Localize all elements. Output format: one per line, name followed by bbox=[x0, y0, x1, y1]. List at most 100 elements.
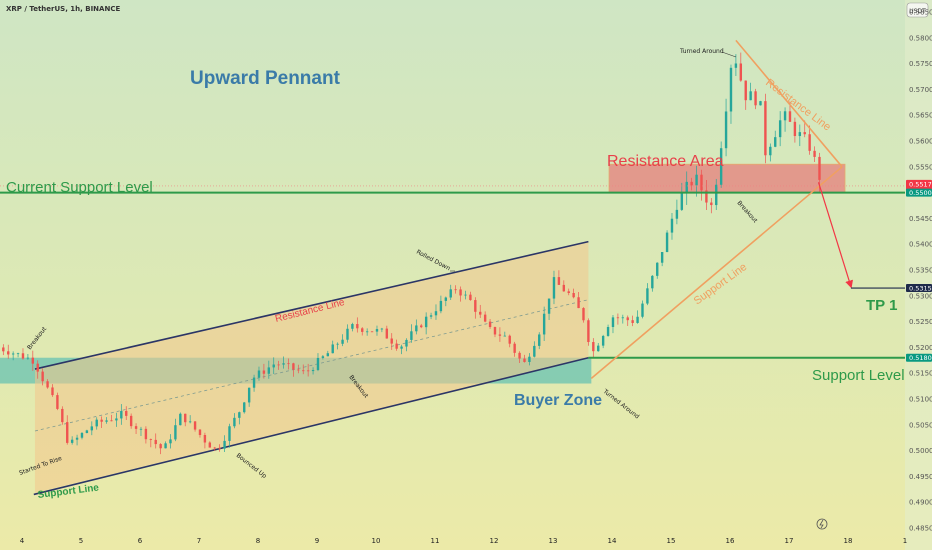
candle bbox=[646, 283, 649, 306]
candle bbox=[243, 401, 246, 414]
time-tick-label: 15 bbox=[667, 537, 676, 545]
candle bbox=[400, 344, 403, 355]
time-tick-label: 17 bbox=[785, 537, 794, 545]
candle bbox=[764, 93, 767, 164]
candle bbox=[292, 362, 295, 377]
candle bbox=[385, 325, 389, 339]
candle bbox=[51, 384, 54, 397]
price-tick-label: 0.5450 bbox=[909, 215, 932, 223]
candle bbox=[601, 334, 605, 349]
candle bbox=[454, 285, 457, 294]
candle bbox=[154, 433, 157, 449]
candle bbox=[361, 327, 364, 336]
channel-midline bbox=[34, 299, 589, 432]
candle bbox=[287, 358, 290, 370]
candle bbox=[626, 315, 629, 326]
buyer-zone-label: Buyer Zone bbox=[514, 392, 602, 409]
candle bbox=[793, 117, 797, 143]
lightning-icon[interactable] bbox=[816, 518, 828, 530]
candle bbox=[547, 298, 551, 320]
price-tag-value: 0.5517 bbox=[909, 180, 932, 188]
time-tick-label: 7 bbox=[197, 537, 201, 545]
candle bbox=[705, 180, 708, 210]
candles bbox=[2, 52, 821, 455]
time-tick-label: 12 bbox=[490, 537, 499, 545]
price-tag-support: 0.5180 bbox=[906, 353, 932, 362]
candle bbox=[331, 340, 334, 354]
current-support-level-label: Current Support Level bbox=[6, 179, 153, 196]
candle bbox=[66, 415, 69, 445]
candle bbox=[680, 182, 684, 211]
candle bbox=[434, 304, 438, 320]
channel-resistance-line bbox=[34, 240, 589, 370]
candle bbox=[685, 171, 688, 205]
candle bbox=[351, 322, 354, 332]
candle bbox=[641, 300, 644, 319]
candle bbox=[695, 165, 698, 197]
price-tag-value: 0.5500 bbox=[909, 189, 932, 197]
candle bbox=[218, 444, 221, 452]
price-tick-label: 0.5050 bbox=[909, 421, 932, 429]
price-tick-label: 0.4850 bbox=[909, 525, 932, 533]
candle bbox=[651, 275, 654, 292]
price-axis[interactable]: 0.5850 0.5800 0.5750 0.5700 0.5650 0.5600 0.55… bbox=[909, 9, 932, 533]
candle bbox=[336, 342, 339, 350]
candle bbox=[46, 379, 49, 389]
candle bbox=[715, 178, 718, 210]
candle bbox=[503, 331, 507, 337]
candle bbox=[174, 418, 177, 442]
candle bbox=[567, 288, 570, 296]
candle bbox=[61, 406, 64, 425]
symbol-title: XRP / TetherUS, 1h, BINANCE bbox=[6, 5, 120, 13]
candle bbox=[321, 355, 325, 360]
candle bbox=[483, 311, 487, 323]
candle bbox=[513, 341, 516, 357]
candle bbox=[508, 334, 511, 348]
candle bbox=[326, 350, 330, 357]
candle bbox=[660, 252, 664, 267]
candle bbox=[105, 417, 108, 424]
candle bbox=[120, 404, 123, 425]
candle bbox=[164, 441, 167, 449]
candle bbox=[134, 423, 138, 434]
candle bbox=[80, 431, 84, 440]
candle bbox=[375, 325, 379, 336]
price-tick-label: 0.5100 bbox=[909, 396, 932, 404]
candle bbox=[813, 146, 816, 162]
candle bbox=[26, 354, 30, 360]
candle bbox=[380, 327, 384, 333]
candle bbox=[90, 421, 94, 436]
candle bbox=[587, 318, 590, 346]
candle bbox=[356, 317, 359, 333]
price-tag-value: 0.5315 bbox=[909, 285, 932, 293]
candle bbox=[56, 392, 59, 411]
candle bbox=[552, 270, 556, 305]
candle bbox=[16, 352, 20, 358]
candle bbox=[36, 360, 39, 379]
support-level-label: Support Level bbox=[812, 367, 905, 384]
time-axis[interactable]: 4 5 6 7 8 9 10 11 12 13 14 15 16 17 18 1 bbox=[20, 537, 907, 545]
pennant-support-line bbox=[590, 166, 843, 379]
candle bbox=[262, 363, 266, 379]
candle bbox=[85, 429, 89, 434]
candle bbox=[739, 52, 743, 82]
currency-badge[interactable]: USDT bbox=[906, 2, 929, 18]
candle bbox=[429, 312, 433, 320]
candle bbox=[228, 423, 231, 448]
candle bbox=[621, 314, 625, 324]
candle bbox=[439, 295, 443, 314]
candle bbox=[572, 288, 575, 299]
candle bbox=[459, 286, 462, 302]
candle bbox=[2, 344, 5, 356]
price-tick-label: 0.4950 bbox=[909, 473, 932, 481]
candle bbox=[808, 125, 811, 155]
candle bbox=[390, 333, 393, 350]
time-tick-label: 5 bbox=[79, 537, 83, 545]
candle bbox=[444, 296, 448, 307]
candle bbox=[518, 351, 521, 363]
candle bbox=[370, 331, 374, 333]
candle bbox=[616, 313, 620, 325]
candle bbox=[631, 315, 634, 327]
